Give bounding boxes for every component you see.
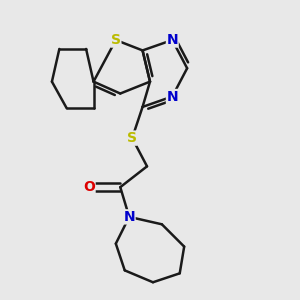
Text: S: S [127, 131, 137, 145]
Text: N: N [123, 210, 135, 224]
Text: N: N [167, 33, 178, 47]
Text: N: N [167, 89, 178, 103]
Text: O: O [83, 180, 95, 194]
Text: S: S [111, 33, 121, 47]
